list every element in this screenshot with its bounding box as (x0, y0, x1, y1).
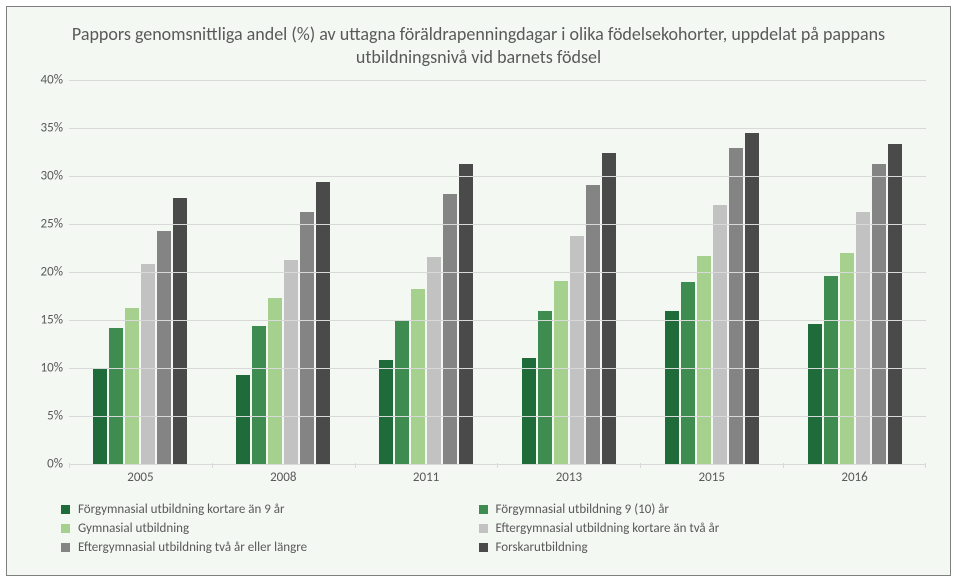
bar (586, 185, 600, 464)
y-axis-tick-label: 35% (41, 121, 69, 136)
bar (522, 358, 536, 464)
grid-line (69, 176, 926, 177)
bar (411, 289, 425, 464)
bar (141, 264, 155, 464)
legend: Förgymnasial utbildning kortare än 9 år F… (21, 492, 936, 561)
legend-label: Eftergymnasial utbildning två år eller l… (78, 540, 307, 555)
grid-line (69, 80, 926, 81)
legend-swatch (479, 543, 488, 552)
x-axis-tick-label: 2008 (212, 464, 355, 485)
plot-area-wrap: 200520082011201320152016 0% 5% 10% 15% 20% 25… (21, 80, 936, 492)
legend-swatch (61, 524, 70, 533)
legend-swatch (479, 505, 488, 514)
legend-swatch (479, 524, 488, 533)
grid-line (69, 128, 926, 129)
legend-label: Forskarutbildning (496, 540, 588, 555)
x-axis-tick-label: 2011 (355, 464, 498, 485)
bar (570, 236, 584, 464)
bar (602, 153, 616, 464)
bar (554, 281, 568, 464)
bar (125, 308, 139, 464)
y-axis-tick-label: 0% (47, 457, 69, 472)
legend-item: Eftergymnasial utbildning kortare än två… (479, 519, 897, 538)
x-axis-tick-label: 2013 (497, 464, 640, 485)
bar (236, 375, 250, 464)
bar (173, 198, 187, 464)
bar (808, 324, 822, 464)
bar (157, 231, 171, 464)
bar (665, 311, 679, 464)
bar (697, 256, 711, 464)
x-axis-tick-label: 2016 (783, 464, 926, 485)
bar (538, 311, 552, 464)
bar (840, 253, 854, 464)
x-axis-tick-label: 2005 (69, 464, 212, 485)
grid-line (69, 368, 926, 369)
grid-line (69, 272, 926, 273)
legend-label: Gymnasial utbildning (78, 521, 189, 536)
y-axis-tick-label: 20% (41, 265, 69, 280)
legend-label: Eftergymnasial utbildning kortare än två… (496, 521, 720, 536)
y-axis-tick-label: 15% (41, 313, 69, 328)
legend-swatch (61, 543, 70, 552)
x-axis-tick-label: 2015 (640, 464, 783, 485)
legend-item: Förgymnasial utbildning kortare än 9 år (61, 500, 479, 519)
grid-line (69, 224, 926, 225)
bar (379, 360, 393, 464)
y-axis-tick-label: 10% (41, 361, 69, 376)
grid-line (69, 320, 926, 321)
bar (443, 194, 457, 464)
bar (681, 282, 695, 464)
chart-title: Pappors genomsnittliga andel (%) av utta… (61, 23, 896, 68)
y-axis-tick-label: 25% (41, 217, 69, 232)
legend-item: Forskarutbildning (479, 538, 897, 557)
legend-item: Gymnasial utbildning (61, 519, 479, 538)
legend-item: Eftergymnasial utbildning två år eller l… (61, 538, 479, 557)
grid-line (69, 464, 926, 465)
bar (268, 298, 282, 464)
grid-line (69, 416, 926, 417)
bar (300, 212, 314, 464)
bar (109, 328, 123, 464)
legend-swatch (61, 505, 70, 514)
bar (856, 212, 870, 464)
legend-item: Förgymnasial utbildning 9 (10) år (479, 500, 897, 519)
y-axis-tick-label: 40% (41, 73, 69, 88)
bar (395, 320, 409, 464)
legend-label: Förgymnasial utbildning kortare än 9 år (78, 502, 285, 517)
chart-container: Pappors genomsnittliga andel (%) av utta… (6, 6, 951, 576)
y-axis-tick-label: 30% (41, 169, 69, 184)
bar (745, 133, 759, 464)
bar (427, 257, 441, 464)
bar (459, 164, 473, 464)
bar (713, 205, 727, 464)
bar (872, 164, 886, 464)
legend-label: Förgymnasial utbildning 9 (10) år (496, 502, 669, 517)
plot-area: 200520082011201320152016 0%5%10%15%20%25… (69, 80, 926, 464)
bar (252, 326, 266, 464)
y-axis-tick-label: 5% (47, 409, 69, 424)
bar (284, 260, 298, 464)
bar (824, 276, 838, 464)
